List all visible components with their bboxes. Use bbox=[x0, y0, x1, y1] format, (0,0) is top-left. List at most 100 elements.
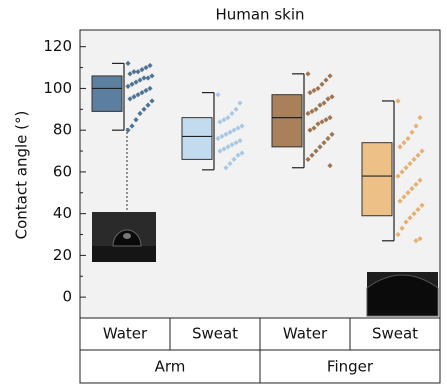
data-point bbox=[137, 77, 143, 83]
data-point bbox=[233, 106, 239, 112]
data-point bbox=[217, 148, 223, 154]
data-point bbox=[413, 123, 419, 129]
data-point bbox=[139, 90, 145, 96]
data-point bbox=[405, 135, 411, 142]
data-point bbox=[309, 108, 315, 114]
data-point bbox=[141, 106, 147, 112]
data-point bbox=[309, 152, 315, 158]
y-tick-label: 100 bbox=[43, 79, 72, 97]
data-point bbox=[125, 83, 131, 89]
data-point bbox=[399, 169, 405, 175]
data-point bbox=[397, 198, 403, 204]
data-point bbox=[327, 73, 333, 79]
box bbox=[91, 75, 123, 112]
data-point bbox=[327, 115, 333, 121]
data-point bbox=[401, 140, 407, 146]
y-tick-label: 0 bbox=[62, 288, 72, 306]
data-point bbox=[409, 129, 415, 135]
category-label: Sweat bbox=[372, 325, 418, 343]
data-point bbox=[147, 62, 153, 69]
data-point bbox=[229, 142, 235, 148]
data-point bbox=[403, 165, 409, 171]
y-tick-label: 120 bbox=[43, 37, 72, 55]
box bbox=[181, 117, 213, 160]
data-point bbox=[135, 69, 141, 75]
group-label: Finger bbox=[327, 358, 374, 376]
data-point bbox=[129, 81, 135, 87]
y-tick-label: 80 bbox=[53, 121, 72, 139]
box bbox=[361, 142, 393, 217]
data-point bbox=[407, 160, 413, 167]
y-tick-label: 60 bbox=[53, 162, 72, 180]
droplet-photo bbox=[366, 272, 439, 317]
data-point bbox=[225, 115, 231, 121]
data-point bbox=[417, 115, 423, 121]
data-point bbox=[311, 125, 317, 131]
data-point bbox=[317, 144, 323, 150]
data-point bbox=[215, 92, 221, 98]
data-point bbox=[305, 156, 311, 162]
y-tick-label: 40 bbox=[53, 204, 72, 222]
category-label: Water bbox=[283, 325, 328, 343]
data-point bbox=[125, 127, 131, 133]
data-point bbox=[307, 90, 313, 96]
data-point bbox=[131, 69, 137, 75]
data-point bbox=[305, 110, 311, 117]
data-point bbox=[141, 75, 147, 81]
data-point bbox=[315, 121, 321, 127]
y-tick-label: 20 bbox=[53, 246, 72, 264]
data-point bbox=[315, 85, 321, 92]
data-point bbox=[133, 79, 139, 85]
data-point bbox=[133, 117, 139, 123]
data-point bbox=[145, 102, 151, 108]
data-point bbox=[221, 117, 227, 123]
category-label: Sweat bbox=[192, 325, 238, 343]
data-point bbox=[137, 110, 143, 117]
data-point bbox=[325, 96, 331, 102]
data-point bbox=[127, 96, 133, 102]
data-point bbox=[415, 152, 421, 158]
data-point bbox=[225, 144, 231, 150]
data-point bbox=[411, 156, 417, 162]
data-point bbox=[231, 156, 237, 162]
data-point bbox=[235, 125, 241, 131]
data-point bbox=[147, 85, 153, 92]
data-point bbox=[143, 64, 149, 71]
data-point bbox=[227, 129, 233, 135]
data-point bbox=[397, 144, 403, 150]
data-point bbox=[239, 150, 245, 156]
data-point bbox=[237, 138, 243, 144]
chart-title: Human skin bbox=[215, 6, 304, 24]
group-label: Arm bbox=[155, 358, 186, 376]
data-point bbox=[311, 87, 317, 94]
data-point bbox=[313, 106, 319, 112]
data-point bbox=[417, 236, 423, 242]
data-point bbox=[143, 87, 149, 94]
data-point bbox=[395, 173, 401, 179]
data-point bbox=[411, 211, 417, 217]
data-point bbox=[237, 100, 243, 106]
data-point bbox=[145, 75, 151, 81]
data-point bbox=[235, 152, 241, 158]
data-point bbox=[135, 92, 141, 98]
data-point bbox=[405, 190, 411, 196]
data-point bbox=[233, 140, 239, 146]
data-point bbox=[217, 119, 223, 125]
data-point bbox=[125, 60, 131, 66]
data-point bbox=[417, 177, 423, 183]
data-point bbox=[325, 135, 331, 142]
data-point bbox=[403, 219, 409, 225]
data-point bbox=[413, 238, 419, 244]
data-point bbox=[329, 131, 335, 137]
data-point bbox=[401, 194, 407, 200]
data-point bbox=[305, 71, 311, 77]
data-point bbox=[323, 77, 329, 83]
data-point bbox=[131, 94, 137, 100]
data-point bbox=[223, 131, 229, 137]
data-point bbox=[127, 71, 133, 77]
data-point bbox=[319, 81, 325, 87]
box bbox=[271, 94, 303, 148]
data-point bbox=[313, 148, 319, 154]
data-point bbox=[409, 186, 415, 192]
